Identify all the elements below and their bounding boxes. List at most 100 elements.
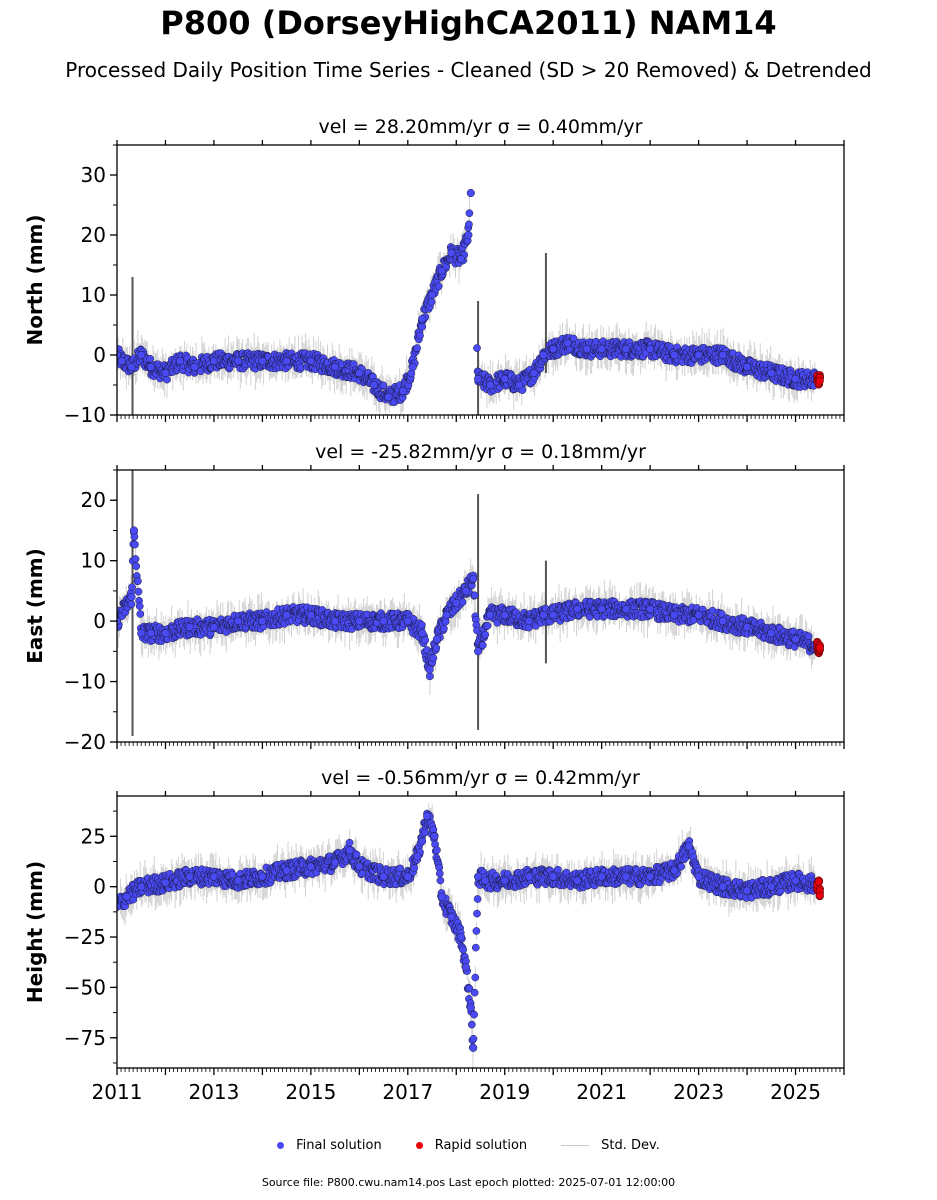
final-solution-point (117, 617, 122, 626)
final-solution-point (743, 362, 752, 372)
final-solution-point (529, 368, 538, 378)
final-solution-point (306, 356, 315, 366)
final-solution-point (767, 368, 776, 378)
final-solution-point (403, 617, 412, 626)
final-solution-point (425, 665, 434, 674)
final-solution-point (597, 604, 606, 614)
panel-title: vel = 28.20mm/yr σ = 0.40mm/yr (319, 116, 643, 138)
final-solution-point (434, 282, 443, 291)
final-solution-point (146, 362, 155, 372)
final-solution-point (461, 586, 471, 595)
final-solution-point (408, 362, 417, 372)
final-solution-point (539, 611, 548, 620)
final-solution-point (767, 629, 776, 638)
y-tick-label: 20 (81, 223, 106, 247)
final-solution-point (437, 266, 446, 276)
final-solution-point (718, 617, 727, 626)
final-solution-point (426, 672, 434, 681)
final-solution-point (441, 617, 450, 626)
final-solution-point (474, 374, 483, 384)
axes-frame (116, 469, 845, 743)
final-solution-point (175, 356, 185, 366)
final-solution-point (473, 344, 481, 352)
chart-title: P800 (DorseyHighCA2011) NAM14 (160, 4, 777, 42)
y-tick-label: −10 (64, 403, 106, 427)
rapid-solution-point (815, 643, 824, 652)
final-solution-point (670, 350, 679, 360)
y-tick-label: −20 (64, 730, 106, 754)
final-solution-point (466, 188, 475, 198)
final-solution-point (134, 577, 142, 585)
final-solution-point (418, 314, 427, 324)
final-solution-point (432, 644, 441, 652)
rapid-solution-point (815, 376, 824, 385)
final-solution-point (549, 611, 558, 620)
final-solution-point (161, 629, 170, 638)
final-solution-point (457, 254, 466, 264)
final-solution-point (478, 641, 487, 650)
final-solution-point (481, 630, 490, 639)
final-solution-point (421, 636, 430, 645)
y-axis-label: East (mm) (23, 548, 47, 664)
final-solution-point (583, 344, 592, 354)
final-solution-point (161, 368, 170, 378)
final-solution-point (136, 610, 145, 618)
final-solution-point (452, 598, 461, 608)
final-solution-point (379, 381, 388, 390)
y-tick-label: 10 (81, 549, 106, 573)
final-solution-point (743, 623, 752, 632)
final-solution-point (127, 592, 136, 601)
final-solution-point (416, 331, 424, 340)
final-solution-point (515, 380, 524, 390)
final-solution-point (137, 350, 146, 360)
final-solution-point (146, 354, 155, 363)
final-solution-point (486, 380, 495, 390)
final-solution-point (137, 629, 146, 638)
panel-title: vel = -0.56mm/yr σ = 0.42mm/yr (321, 767, 640, 789)
final-solution-point (355, 368, 364, 378)
y-axis-label: North (mm) (23, 214, 47, 345)
final-solution-point (282, 356, 291, 366)
y-tick-label: 20 (81, 488, 106, 512)
final-solution-point (134, 587, 143, 596)
final-solution-point (331, 362, 340, 372)
chart-subtitle: Processed Daily Position Time Series - C… (65, 58, 872, 82)
y-tick-label: −10 (64, 670, 106, 694)
final-solution-point (464, 230, 473, 240)
final-solution-point (718, 350, 727, 360)
final-solution-point (384, 392, 393, 402)
y-tick-label: 0 (93, 609, 106, 633)
final-solution-point (369, 380, 378, 390)
final-solution-point (486, 611, 495, 620)
final-solution-point (258, 617, 267, 626)
final-solution-point (470, 591, 479, 600)
final-solution-point (132, 562, 141, 571)
final-solution-point (163, 375, 171, 384)
final-solution-point (670, 611, 679, 620)
final-solution-point (427, 290, 437, 300)
final-solution-point (282, 611, 291, 620)
final-solution-point (694, 611, 703, 620)
final-solution-point (621, 344, 630, 354)
final-solution-point (418, 629, 427, 638)
final-solution-point (465, 220, 473, 229)
final-solution-point (234, 356, 243, 366)
plot-area (117, 803, 824, 1068)
final-solution-point (442, 611, 451, 620)
final-solution-point (209, 356, 218, 366)
final-solution-point (432, 635, 441, 644)
final-solution-point (117, 356, 126, 366)
final-solution-point (379, 617, 388, 626)
final-solution-point (500, 611, 509, 620)
final-solution-point (646, 344, 655, 354)
final-solution-point (129, 526, 139, 535)
final-solution-point (469, 574, 478, 583)
final-solution-point (258, 356, 267, 366)
plot-area (117, 188, 824, 415)
final-solution-point (117, 350, 122, 360)
final-solution-point (573, 604, 582, 614)
final-solution-point (355, 617, 364, 626)
final-solution-point (694, 350, 703, 360)
final-solution-point (190, 362, 199, 372)
final-solution-point (185, 623, 194, 632)
